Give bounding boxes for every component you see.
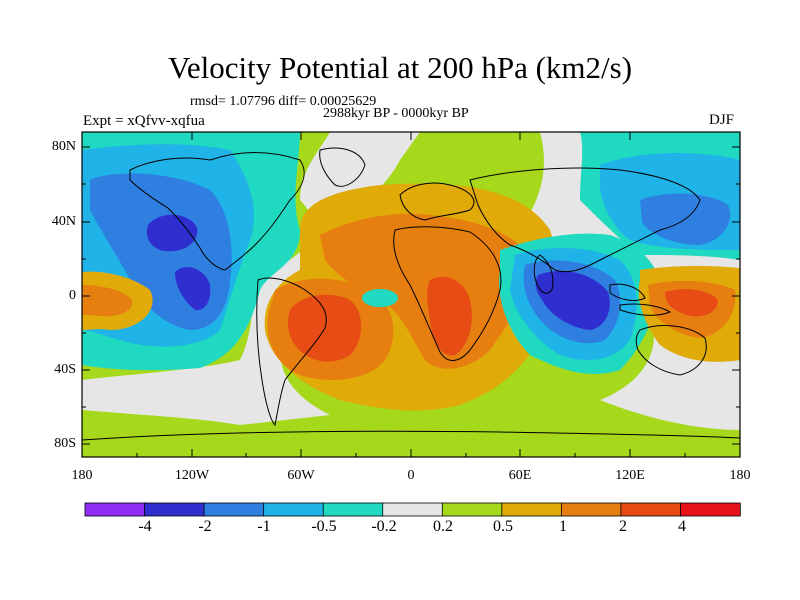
colorbar-swatch [501,502,563,517]
colorbar-swatch [382,502,443,517]
colorbar-label-neg4: -4 [138,518,152,535]
colorbar-swatch [263,502,324,517]
field-neg-weak-atlantic-blob [362,289,398,307]
lat-label-80n: 80N [51,139,76,154]
colorbar-swatch [441,502,503,517]
lon-label-120e: 120E [615,468,645,483]
y-ticks [82,146,740,445]
colorbar-swatch [680,502,741,517]
field-pos-strong-w-pacific [665,289,718,317]
chart-title: Velocity Potential at 200 hPa (km2/s) [167,50,633,85]
colorbar-swatch [322,502,384,517]
field-pos-strong-africa [427,276,472,356]
lon-label-0: 0 [407,468,415,483]
period-subtitle: 2988kyr BP - 0000kyr BP [323,106,469,121]
colorbar-swatch [144,502,205,517]
colorbar-label-2: 2 [619,518,627,535]
lon-label-60w: 60W [287,468,315,483]
lon-label-60e: 60E [508,468,532,483]
lat-label-40s: 40S [54,362,76,377]
colorbar-label-neg02: -0.2 [371,518,397,535]
season-label: DJF [709,112,735,128]
colorbar-swatch [84,502,146,517]
lon-label-180e: 180 [729,468,751,483]
colorbar-label-neg2: -2 [198,518,212,535]
lon-label-120w: 120W [174,468,210,483]
colorbar-label-05: 0.5 [493,518,513,535]
field-neg-strong-pacific-south [175,267,211,311]
field-neg-strong-indian [535,271,610,330]
colorbar-label-4: 4 [678,518,686,535]
experiment-label: Expt = xQfvv-xqfua [83,113,205,129]
x-ticks [81,132,741,457]
lat-label-40n: 40N [51,214,76,229]
lon-label-180w: 180 [71,468,93,483]
colorbar-swatch [620,502,682,517]
stats-subtitle: rmsd= 1.07796 diff= 0.00025629 [190,94,377,109]
field-neg-strong-pacific-north [146,214,198,252]
field-pos-mid-dateline [82,285,133,317]
colorbar-swatch [203,502,265,517]
lat-label-80s: 80S [54,436,76,451]
lat-label-0: 0 [69,288,76,303]
contour-field [82,132,740,457]
colorbar-label-neg1: -1 [257,518,271,535]
field-pos-mid-africa [320,213,531,369]
colorbar-label-1: 1 [559,518,567,535]
coastlines [82,147,740,441]
colorbar-label-neg05: -0.5 [311,518,337,535]
colorbar [84,502,741,517]
colorbar-label-02: 0.2 [433,518,453,535]
colorbar-swatch [560,502,622,517]
